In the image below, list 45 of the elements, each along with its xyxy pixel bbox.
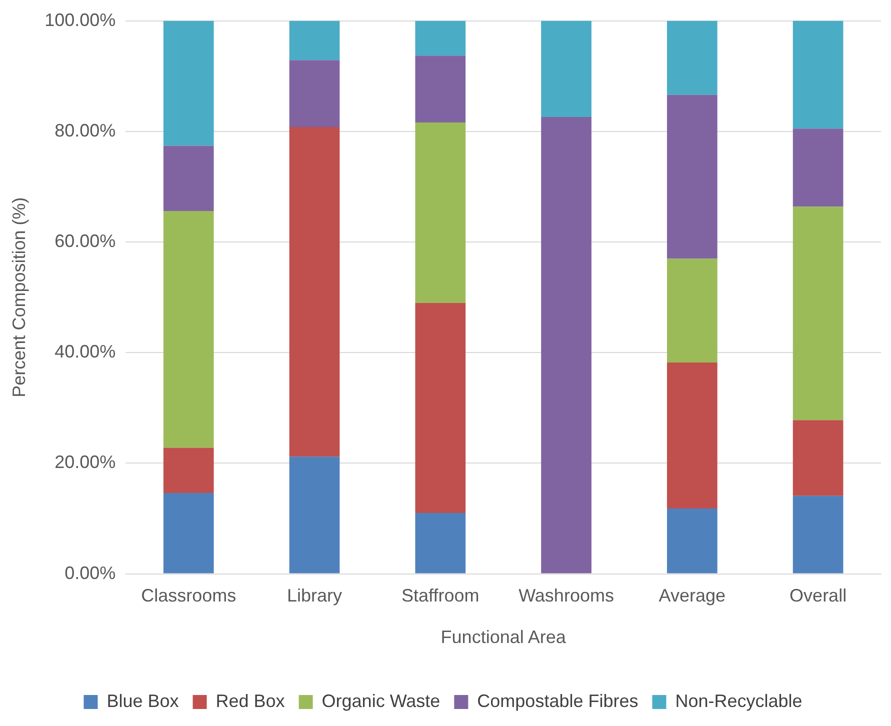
bar [415,56,466,123]
bar [792,420,844,496]
bar [289,20,340,60]
bar [666,94,718,259]
bar [415,302,466,513]
y-tick-label: 80.00% [54,120,116,140]
bar [163,146,214,212]
bar [163,493,214,574]
bar [792,20,844,129]
bar [415,122,466,303]
y-tick-label: 60.00% [54,230,116,251]
bar [792,496,844,574]
y-tick-label: 20.00% [54,452,116,472]
bar [541,20,592,118]
x-tick-label: Library [286,586,342,606]
bar [666,508,718,574]
legend-label: Organic Waste [322,690,440,711]
x-tick-label: Average [658,586,726,606]
x-axis-title: Functional Area [440,627,567,648]
bar [289,60,340,127]
y-tick-label: 100.00% [44,10,116,30]
legend-label: Red Box [216,690,285,711]
bar [163,20,214,146]
legend-label: Compostable Fibres [477,690,638,711]
bar [289,456,340,574]
legend-label: Non-Recyclable [675,690,802,711]
bar [792,128,844,207]
bar [289,126,340,457]
bar [666,258,718,363]
x-tick-label: Overall [790,586,847,606]
y-tick-label: 0.00% [64,562,116,583]
bar [415,512,466,574]
x-tick-label: Washrooms [518,586,614,606]
bar [792,206,844,420]
legend-label: Blue Box [106,690,179,711]
bar [415,20,466,56]
bar [163,211,214,448]
bar [666,362,718,509]
x-tick-label: Staffroom [402,586,480,606]
x-tick-label: Classrooms [141,586,236,606]
bar [666,20,718,95]
bar [541,117,592,574]
bar [163,448,214,494]
y-tick-label: 40.00% [54,342,116,362]
y-axis-title: Percent Composition (%) [8,197,29,398]
